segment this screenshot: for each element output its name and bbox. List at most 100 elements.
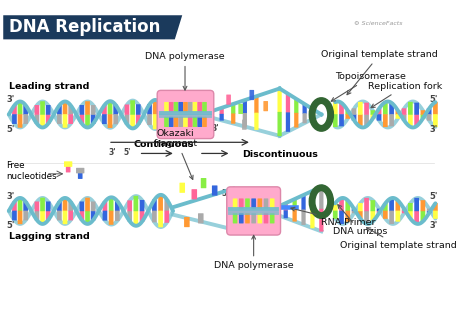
FancyBboxPatch shape xyxy=(173,117,178,127)
FancyBboxPatch shape xyxy=(140,200,145,211)
FancyBboxPatch shape xyxy=(414,114,419,126)
FancyBboxPatch shape xyxy=(130,114,135,129)
FancyBboxPatch shape xyxy=(57,105,62,115)
FancyBboxPatch shape xyxy=(219,107,224,114)
FancyBboxPatch shape xyxy=(294,99,299,114)
FancyBboxPatch shape xyxy=(371,114,375,119)
FancyBboxPatch shape xyxy=(270,213,274,224)
FancyBboxPatch shape xyxy=(40,198,45,211)
FancyBboxPatch shape xyxy=(395,110,400,115)
FancyBboxPatch shape xyxy=(286,112,290,132)
FancyBboxPatch shape xyxy=(158,211,163,227)
FancyBboxPatch shape xyxy=(420,110,425,115)
FancyBboxPatch shape xyxy=(68,114,73,124)
FancyBboxPatch shape xyxy=(231,114,236,124)
FancyBboxPatch shape xyxy=(420,211,425,222)
Text: DNA Replication: DNA Replication xyxy=(9,18,160,36)
FancyBboxPatch shape xyxy=(395,200,400,211)
FancyBboxPatch shape xyxy=(158,104,163,115)
FancyBboxPatch shape xyxy=(352,108,356,115)
FancyBboxPatch shape xyxy=(125,114,129,124)
FancyBboxPatch shape xyxy=(57,114,62,124)
FancyBboxPatch shape xyxy=(35,202,39,211)
FancyBboxPatch shape xyxy=(198,213,203,224)
Text: 5': 5' xyxy=(124,148,131,157)
FancyBboxPatch shape xyxy=(283,210,288,218)
FancyBboxPatch shape xyxy=(319,209,323,232)
FancyBboxPatch shape xyxy=(63,211,67,224)
FancyBboxPatch shape xyxy=(239,213,244,224)
FancyBboxPatch shape xyxy=(113,114,118,124)
FancyBboxPatch shape xyxy=(46,105,51,115)
FancyBboxPatch shape xyxy=(178,102,183,112)
FancyBboxPatch shape xyxy=(68,105,73,115)
FancyBboxPatch shape xyxy=(346,211,350,222)
FancyBboxPatch shape xyxy=(339,211,344,224)
FancyBboxPatch shape xyxy=(66,164,71,172)
FancyBboxPatch shape xyxy=(158,195,163,211)
FancyBboxPatch shape xyxy=(78,170,82,179)
FancyBboxPatch shape xyxy=(352,209,356,211)
FancyBboxPatch shape xyxy=(23,114,28,124)
FancyBboxPatch shape xyxy=(153,114,157,129)
FancyBboxPatch shape xyxy=(383,102,388,115)
FancyBboxPatch shape xyxy=(109,211,113,225)
FancyBboxPatch shape xyxy=(164,117,169,127)
FancyBboxPatch shape xyxy=(231,104,236,114)
FancyBboxPatch shape xyxy=(239,198,244,209)
FancyBboxPatch shape xyxy=(339,114,344,126)
FancyBboxPatch shape xyxy=(408,203,413,211)
FancyBboxPatch shape xyxy=(85,114,90,128)
FancyBboxPatch shape xyxy=(63,198,67,211)
Text: Leading strand: Leading strand xyxy=(9,81,89,91)
FancyBboxPatch shape xyxy=(134,196,138,211)
FancyBboxPatch shape xyxy=(134,211,138,226)
FancyBboxPatch shape xyxy=(427,211,431,213)
FancyBboxPatch shape xyxy=(128,200,132,211)
FancyBboxPatch shape xyxy=(109,197,113,211)
FancyBboxPatch shape xyxy=(383,211,388,219)
FancyBboxPatch shape xyxy=(238,104,243,114)
FancyBboxPatch shape xyxy=(251,213,256,224)
FancyBboxPatch shape xyxy=(102,211,107,221)
FancyBboxPatch shape xyxy=(364,198,369,211)
FancyBboxPatch shape xyxy=(12,202,17,211)
Text: 5': 5' xyxy=(430,192,438,201)
FancyBboxPatch shape xyxy=(128,211,132,221)
Text: Original template strand: Original template strand xyxy=(340,228,456,250)
FancyBboxPatch shape xyxy=(389,103,394,115)
FancyBboxPatch shape xyxy=(414,103,419,115)
Text: 5': 5' xyxy=(6,221,14,230)
FancyBboxPatch shape xyxy=(180,183,185,193)
FancyBboxPatch shape xyxy=(219,114,224,121)
FancyBboxPatch shape xyxy=(164,211,169,223)
FancyBboxPatch shape xyxy=(395,211,400,222)
FancyBboxPatch shape xyxy=(202,102,207,112)
FancyBboxPatch shape xyxy=(18,101,22,115)
FancyBboxPatch shape xyxy=(40,114,45,128)
FancyBboxPatch shape xyxy=(18,114,22,128)
Polygon shape xyxy=(3,15,182,39)
FancyBboxPatch shape xyxy=(63,114,67,128)
FancyBboxPatch shape xyxy=(212,185,218,196)
FancyBboxPatch shape xyxy=(147,114,152,125)
FancyBboxPatch shape xyxy=(102,105,107,115)
Text: DNA polymerase: DNA polymerase xyxy=(145,52,225,90)
FancyBboxPatch shape xyxy=(85,211,90,224)
FancyBboxPatch shape xyxy=(389,211,394,224)
FancyBboxPatch shape xyxy=(178,117,183,127)
FancyBboxPatch shape xyxy=(395,114,400,119)
FancyBboxPatch shape xyxy=(35,211,39,220)
FancyBboxPatch shape xyxy=(245,198,250,209)
FancyBboxPatch shape xyxy=(147,104,152,115)
FancyBboxPatch shape xyxy=(208,111,212,115)
FancyBboxPatch shape xyxy=(80,105,84,115)
FancyBboxPatch shape xyxy=(346,110,350,115)
FancyBboxPatch shape xyxy=(192,102,197,112)
FancyBboxPatch shape xyxy=(18,211,22,224)
Text: Free
nucleotides: Free nucleotides xyxy=(6,161,57,182)
FancyBboxPatch shape xyxy=(202,117,207,127)
FancyBboxPatch shape xyxy=(377,114,382,121)
FancyBboxPatch shape xyxy=(191,189,197,199)
FancyBboxPatch shape xyxy=(358,211,363,219)
